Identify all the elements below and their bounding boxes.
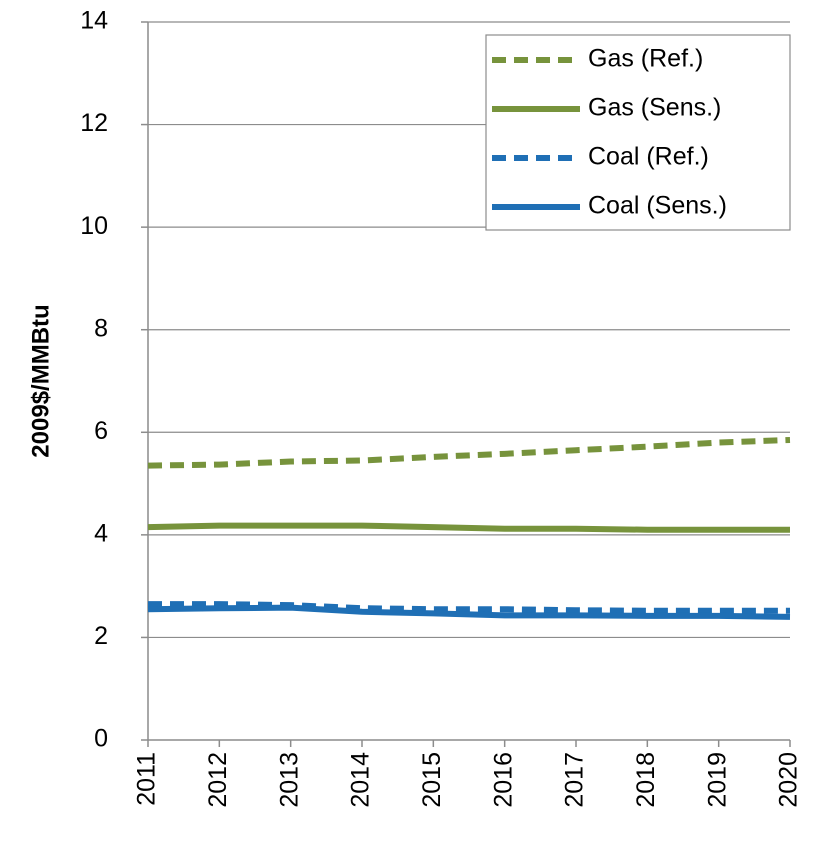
legend-label: Gas (Sens.) bbox=[588, 94, 721, 122]
x-tick-label: 2014 bbox=[347, 752, 375, 808]
y-tick-label: 0 bbox=[94, 725, 108, 753]
y-tick-label: 12 bbox=[80, 109, 108, 137]
y-tick-label: 6 bbox=[94, 417, 108, 445]
legend-label: Coal (Sens.) bbox=[588, 192, 727, 220]
line-series bbox=[148, 601, 790, 614]
line-series bbox=[147, 604, 791, 620]
x-tick-label: 2019 bbox=[703, 752, 731, 808]
x-tick-label: 2015 bbox=[418, 752, 446, 808]
x-tick-label: 2012 bbox=[204, 752, 232, 808]
legend-label: Gas (Ref.) bbox=[588, 45, 703, 73]
y-tick-label: 4 bbox=[94, 519, 108, 547]
y-axis-label: 2009$/MMBtu bbox=[27, 304, 54, 457]
legend-label: Coal (Ref.) bbox=[588, 143, 709, 171]
x-tick-label: 2017 bbox=[561, 752, 589, 808]
y-tick-label: 8 bbox=[94, 314, 108, 342]
line-series bbox=[147, 436, 791, 469]
y-tick-label: 2 bbox=[94, 622, 108, 650]
x-tick-label: 2011 bbox=[133, 752, 161, 806]
x-tick-label: 2016 bbox=[489, 752, 517, 808]
x-tick-label: 2018 bbox=[632, 752, 660, 808]
line-series bbox=[147, 522, 790, 533]
y-tick-label: 10 bbox=[80, 212, 108, 240]
legend-box bbox=[485, 34, 791, 231]
y-tick-label: 14 bbox=[80, 7, 108, 35]
x-tick-label: 2013 bbox=[275, 752, 303, 808]
x-tick-label: 2020 bbox=[775, 752, 803, 808]
